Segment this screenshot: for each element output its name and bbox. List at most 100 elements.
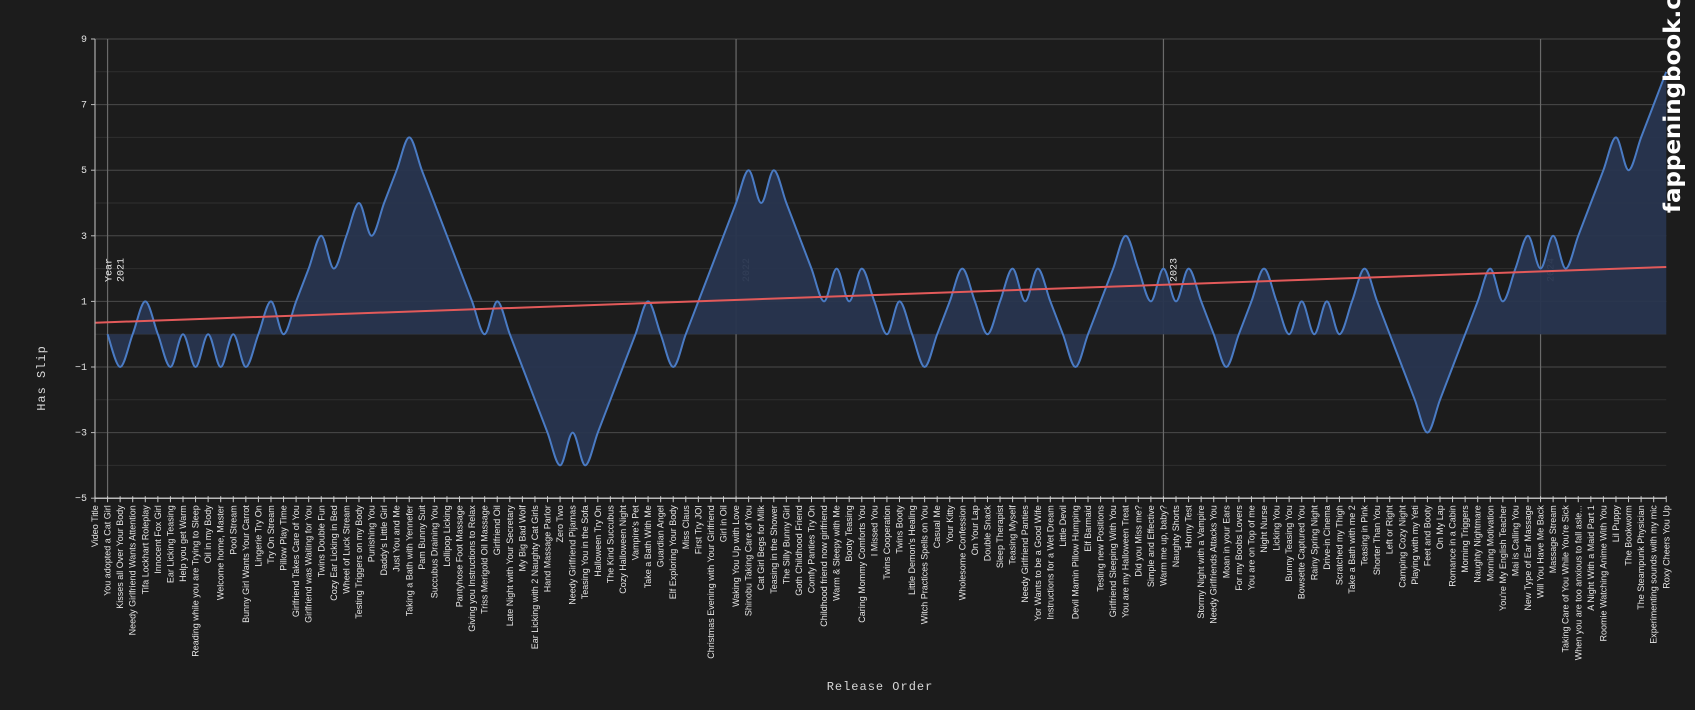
x-tick-label: Camping Cozy Night	[1397, 505, 1407, 588]
x-tick-label: Little Devil	[1058, 505, 1068, 547]
x-tick-label: Girlfriend Takes Care of You	[291, 505, 301, 617]
x-tick-label: Reading while you are Trying to Sleep	[191, 505, 201, 657]
x-tick-label: Halloween Try On	[593, 505, 603, 577]
x-tick-label: Elf Barmaid	[1083, 505, 1093, 552]
x-tick-label: Just You and Me	[392, 505, 402, 572]
x-tick-label: Bunny Girl Wants Your Carrot	[241, 505, 251, 623]
x-tick-label: Bunny Teasing You	[1284, 505, 1294, 581]
watermark-logo: fappeningbook.com	[1660, 0, 1686, 213]
x-tick-label: Needy Girlfriends Attacks You	[1209, 505, 1219, 624]
x-tick-label: Goth Childhood Friend	[794, 505, 804, 596]
x-tick-label: Pool Stream	[228, 505, 238, 555]
x-tick-label: Cozy Ear Licking in Bed	[329, 505, 339, 601]
x-tick-label: Giving you Instructions to Relax	[467, 505, 477, 632]
y-tick-label: 3	[81, 232, 87, 243]
x-tick-label: Little Demon's Healing	[907, 505, 917, 595]
x-tick-label: Licking You	[1272, 505, 1282, 551]
x-tick-label: Guardian Angel	[656, 505, 666, 567]
x-tick-label: Twins Double Fun	[316, 505, 326, 577]
x-tick-label: I Missed You	[869, 505, 879, 556]
x-tick-label: The Bookworm	[1624, 505, 1634, 566]
x-tick-label: Simple and Effective	[1146, 505, 1156, 587]
x-tick-label: Ear Licking Teasing	[165, 505, 175, 583]
x-tick-label: Will You Have Me Back	[1536, 505, 1546, 599]
x-tick-label: A Night With a Maid Part 1	[1586, 505, 1596, 611]
x-tick-label: Mai is Calling You	[1510, 505, 1520, 576]
x-tick-label: Moan in your Ears	[1221, 505, 1231, 579]
trend-line	[94, 265, 1667, 324]
year-marker-label: 2023	[1169, 258, 1180, 282]
x-tick-label: Massage Stream	[1548, 505, 1558, 573]
x-tick-label: The Silly Bunny Girl	[781, 505, 791, 584]
x-tick-label: Did you Miss me?	[1133, 505, 1143, 577]
year-marker-label: 2021	[117, 258, 128, 282]
x-tick-label: You are on Top of me	[1246, 505, 1256, 590]
x-tick-label: New Type of Ear Massage	[1523, 505, 1533, 610]
x-tick-label: Girlfriend was Waiting for You	[304, 505, 314, 623]
x-tick-label: You are my Halloween Treat	[1121, 505, 1131, 618]
x-tick-label: Lollipop Licking	[442, 505, 452, 567]
x-tick-label: Elf Exploring Your Body	[668, 505, 678, 600]
x-tick-label: Taking a Bath with Yennefer	[404, 505, 414, 616]
x-tick-label: Wheel of Luck Stream	[341, 505, 351, 594]
x-tick-label: Stormy Night with a Vampire	[1196, 505, 1206, 618]
trendline-group	[94, 265, 1667, 324]
x-tick-label: Video Title	[90, 505, 100, 547]
x-tick-label: Playing with my Yeti	[1410, 505, 1420, 585]
x-tick-label: Oil in my Body	[203, 505, 213, 564]
x-tick-label: Needy Girlfriend Wants Attention	[128, 505, 138, 635]
x-tick-label: Childhood friend now girlfriend	[819, 505, 829, 627]
x-tick-label: Wholesome Confession	[957, 505, 967, 600]
x-tick-label: You're My English Teacher	[1498, 505, 1508, 611]
x-tick-label: Girlfriend Oil	[492, 505, 502, 555]
x-tick-label: Yor Wants to be a Good Wife	[1033, 505, 1043, 621]
x-tick-label: Drive-in Cinema	[1322, 505, 1332, 570]
x-tick-label: Caring Mommy Comforts You	[857, 505, 867, 623]
y-tick-label: 1	[81, 297, 87, 308]
x-tick-label: Instructions for a Wet Dream	[1045, 505, 1055, 619]
y-tick-label: 5	[81, 166, 87, 177]
x-tick-label: Bowsette Captured You	[1297, 505, 1307, 599]
x-tick-label: Taking Care of You While You're Sick	[1561, 505, 1571, 653]
x-tick-label: Experimenting sounds with my mic	[1649, 505, 1659, 644]
x-tick-label: Triss Merigold Oil Massage	[480, 505, 490, 614]
x-tick-label: For my Boobs Lovers	[1234, 505, 1244, 591]
y-tick-label: −1	[75, 363, 87, 374]
x-tick-label: Zero Two	[555, 505, 565, 542]
x-tick-label: Welcome home, Master	[216, 505, 226, 600]
x-tick-label: Horny Test	[1184, 505, 1194, 548]
x-tick-label: Roxy Cheers You Up	[1661, 505, 1671, 589]
x-tick-label: Lingerie Try On	[253, 505, 263, 567]
x-tick-label: Warm me up, baby?	[1158, 505, 1168, 586]
x-tick-label: Double Snack	[982, 505, 992, 562]
x-tick-label: Sleep Therapist	[995, 505, 1005, 568]
x-tick-label: Hand Massage Parlor	[543, 505, 553, 592]
x-tick-label: Girlfriend Sleeping With You	[1108, 505, 1118, 617]
x-tick-label: Naughty Nightmare	[1473, 505, 1483, 583]
x-tick-labels: Video Title You adopted a Cat Girl Kisses …	[90, 496, 1671, 660]
y-tick-labels: 9 7 5 3 1 −1 −3 −5	[75, 35, 95, 505]
x-tick-label: Teasing in Pink	[1360, 505, 1370, 566]
x-tick-label: Witch Practices Spells on You	[920, 505, 930, 624]
x-tick-label: Pam Bunny Suit	[417, 505, 427, 570]
x-tick-label: On My Lap	[1435, 505, 1445, 549]
x-tick-label: Try On Stream	[266, 505, 276, 564]
x-tick-label: Casual Me	[932, 505, 942, 548]
x-tick-label: Shinobu Taking Care of You	[744, 505, 754, 616]
x-tick-label: Teasing in the Shower	[769, 505, 779, 594]
year-marker-prefix: Year	[105, 258, 116, 282]
x-tick-label: Morning Motivation	[1485, 505, 1495, 581]
x-tick-label: Booty Teasing	[844, 505, 854, 561]
y-tick-label: 7	[81, 101, 87, 112]
x-tick-label: Roomie Watching Anime With You	[1598, 505, 1608, 641]
x-tick-label: Your Kitty	[945, 505, 955, 544]
x-tick-label: Late Night with Your Secretary	[505, 505, 515, 627]
x-tick-label: Shorter Than You	[1372, 505, 1382, 575]
axes	[94, 39, 1667, 499]
x-tick-label: Warm & Sleepy with Me	[832, 505, 842, 601]
x-tick-label: Twins Cooperation	[882, 505, 892, 580]
x-tick-label: Cozy Halloween Night	[618, 505, 628, 594]
x-tick-label: Night Nurse	[1259, 505, 1269, 553]
y-tick-label: −3	[75, 429, 87, 440]
